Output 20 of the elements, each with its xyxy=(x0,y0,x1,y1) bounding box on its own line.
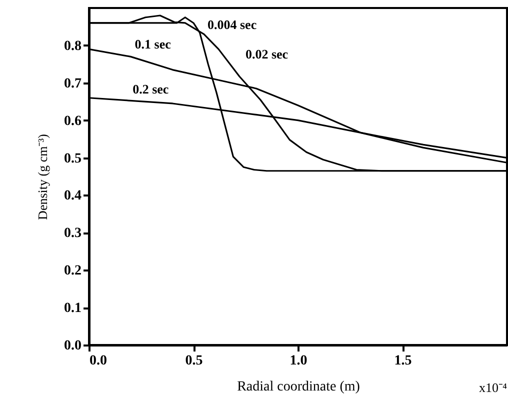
y-tick-label: 0.3 xyxy=(64,226,82,242)
x-tick-label: 1.5 xyxy=(394,354,412,368)
y-axis-title: Density (g cm⁻³) xyxy=(35,134,50,220)
series-label: 0.004 sec xyxy=(208,16,257,32)
y-tick-label: 0.6 xyxy=(64,114,82,129)
y-tick-label: 0.7 xyxy=(64,76,82,92)
x-axis-title: Radial coordinate (m) xyxy=(237,380,360,394)
y-tick-label: 0.1 xyxy=(64,301,82,316)
series-label: 0.02 sec xyxy=(245,46,288,62)
y-tick-label: 0.2 xyxy=(64,264,82,279)
x-tick-label: 1.0 xyxy=(290,354,308,368)
series-label: 0.2 sec xyxy=(132,81,169,96)
y-tick-label: 0.8 xyxy=(64,38,82,54)
y-tick-label: 0.0 xyxy=(64,338,82,354)
series-label: 0.1 sec xyxy=(134,36,172,52)
y-tick-label: 0.4 xyxy=(64,188,82,204)
x-tick-label: 0.5 xyxy=(185,354,203,368)
text: x10⁻⁴ xyxy=(478,380,508,395)
y-tick-label: 0.5 xyxy=(64,151,82,166)
x-tick-label: 0.0 xyxy=(90,354,107,368)
